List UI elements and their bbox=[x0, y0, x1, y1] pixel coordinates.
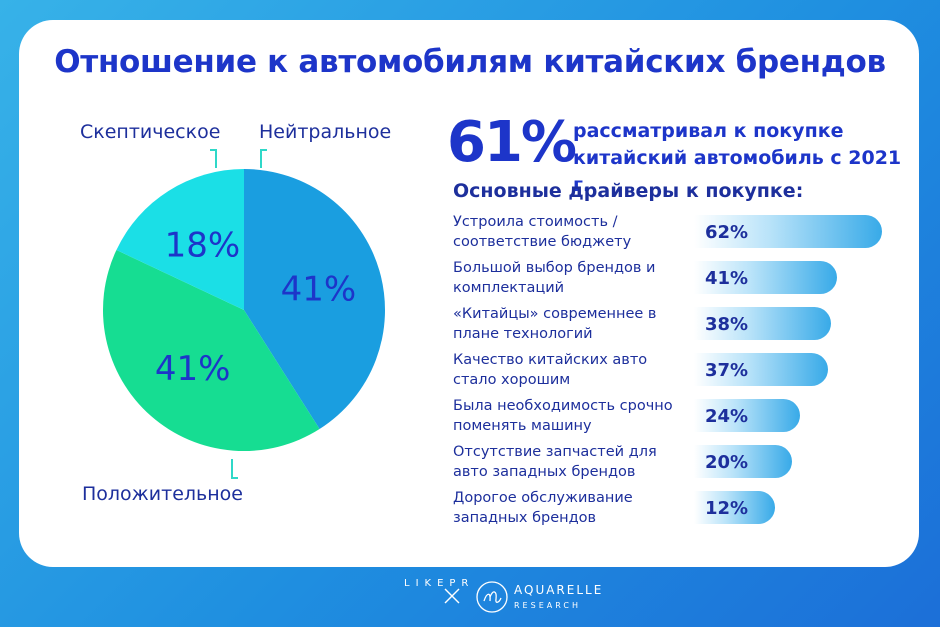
drivers-title: Основные драйверы к покупке: bbox=[453, 180, 804, 202]
driver-bar: 12% bbox=[694, 491, 775, 524]
driver-value: 24% bbox=[705, 406, 749, 427]
driver-bar: 37% bbox=[694, 353, 828, 386]
headline-percent: 61% bbox=[447, 110, 577, 175]
collab-x-icon bbox=[444, 588, 460, 604]
leader-skeptical bbox=[210, 149, 217, 168]
driver-bar: 41% bbox=[694, 261, 837, 294]
driver-value: 12% bbox=[705, 498, 749, 519]
leader-positive bbox=[231, 459, 238, 479]
driver-bar: 20% bbox=[694, 445, 792, 478]
pie-slice-2 bbox=[116, 169, 244, 310]
aquarelle-brand: AQUARELLE bbox=[514, 583, 604, 597]
leader-neutral bbox=[260, 149, 267, 168]
pie-value-label-1: 41% bbox=[155, 349, 231, 389]
pie-value-label-0: 41% bbox=[281, 269, 357, 309]
driver-label: Качество китайских авто стало хорошим bbox=[453, 352, 648, 388]
likepr-logo: LIKEPR bbox=[404, 578, 475, 589]
pie-label-neutral: Нейтральное bbox=[259, 121, 392, 143]
driver-bar: 38% bbox=[694, 307, 831, 340]
driver-value: 38% bbox=[705, 314, 749, 335]
headline-text: рассматривал к покупке китайский автомоб… bbox=[573, 120, 902, 196]
driver-value: 62% bbox=[705, 222, 749, 243]
aquarelle-sub: RESEARCH bbox=[514, 601, 581, 610]
driver-label: Дорогое обслуживание западных брендов bbox=[453, 490, 633, 526]
driver-label: Большой выбор брендов и комплектаций bbox=[453, 260, 656, 296]
driver-label: Устроила стоимость / соответствие бюджет… bbox=[453, 214, 632, 250]
pie-label-skeptical: Скептическое bbox=[80, 121, 221, 143]
page-title: Отношение к автомобилям китайских брендо… bbox=[54, 44, 886, 80]
pie-slice-0 bbox=[244, 169, 385, 430]
pie-value-label-2: 18% bbox=[165, 226, 241, 266]
aquarelle-logo-icon bbox=[476, 581, 508, 613]
driver-bar: 24% bbox=[694, 399, 800, 432]
driver-value: 20% bbox=[705, 452, 749, 473]
driver-label: Была необходимость срочно поменять машин… bbox=[453, 398, 673, 434]
pie-slice-1 bbox=[103, 249, 320, 451]
driver-value: 37% bbox=[705, 360, 749, 381]
driver-label: Отсутствие запчастей для авто западных б… bbox=[453, 444, 657, 480]
driver-label: «Китайцы» современнее в плане технологий bbox=[453, 306, 657, 342]
pie-label-positive: Положительное bbox=[82, 483, 243, 505]
driver-value: 41% bbox=[705, 268, 749, 289]
driver-bar: 62% bbox=[694, 215, 882, 248]
